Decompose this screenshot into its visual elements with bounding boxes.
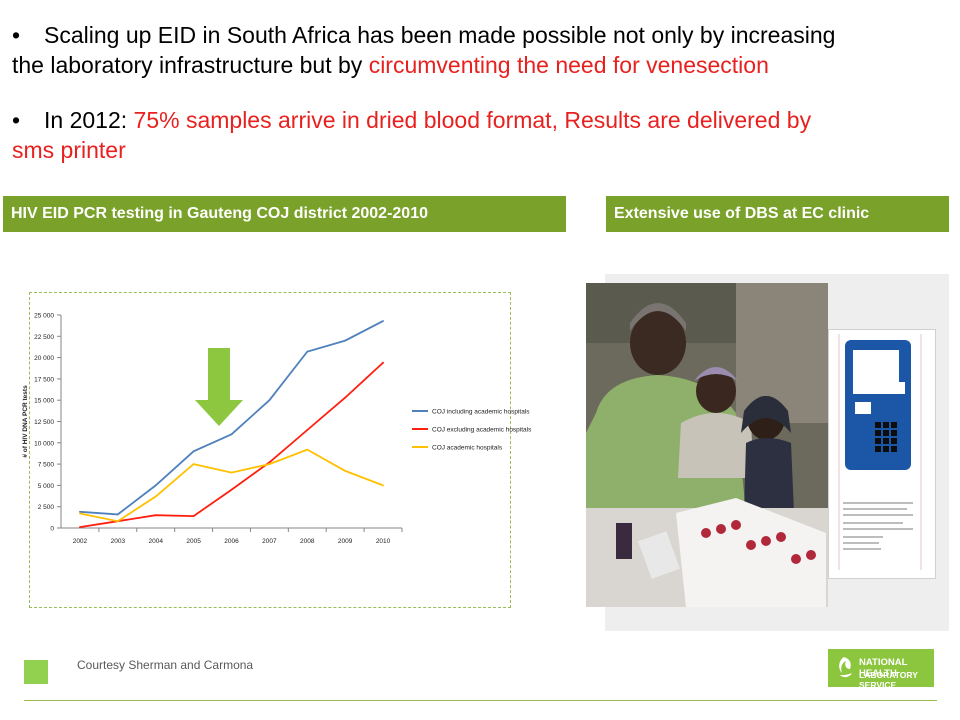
bullet-1-text-black: the laboratory infrastructure but by <box>12 52 369 78</box>
bullet-1-text-red: circumventing the need for venesection <box>368 52 769 78</box>
bullet-2-text-black: In 2012: <box>44 107 134 133</box>
bullet-1-text: Scaling up EID in South Africa has been … <box>44 22 836 48</box>
photo-section-header: Extensive use of DBS at EC clinic <box>606 196 949 232</box>
bullet-2: • In 2012: 75% samples arrive in dried bl… <box>12 105 957 165</box>
footer-square-marker <box>24 660 48 684</box>
bullet-2-text-red: 75% samples arrive in dried blood format… <box>133 107 812 133</box>
y-axis-label: # of HIV DNA PCR tests <box>22 385 29 458</box>
bullet-2-line2: sms printer <box>12 137 126 163</box>
clinic-photo <box>586 283 828 607</box>
nhls-logo: NATIONAL HEALTH LABORATORY SERVICE <box>828 649 934 690</box>
chart-section-header: HIV EID PCR testing in Gauteng COJ distr… <box>3 196 566 232</box>
footer-divider <box>24 700 937 701</box>
bullet-2-line1: • In 2012: 75% samples arrive in dried bl… <box>12 105 957 135</box>
chart-frame <box>29 292 511 608</box>
courtesy-text: Courtesy Sherman and Carmona <box>77 658 254 672</box>
bullet-1-line2: the laboratory infrastructure but by cir… <box>12 50 957 80</box>
nhls-emblem-icon <box>839 657 852 678</box>
logo-line2: LABORATORY SERVICE <box>859 670 918 690</box>
bullet-1-line1: • Scaling up EID in South Africa has been… <box>12 20 957 50</box>
dbs-form-document <box>828 329 936 579</box>
logo-line1: NATIONAL HEALTH <box>859 657 908 679</box>
bullet-1: • Scaling up EID in South Africa has been… <box>12 20 957 80</box>
bullet-dot: • <box>12 107 21 133</box>
bullet-dot: • <box>12 22 21 48</box>
